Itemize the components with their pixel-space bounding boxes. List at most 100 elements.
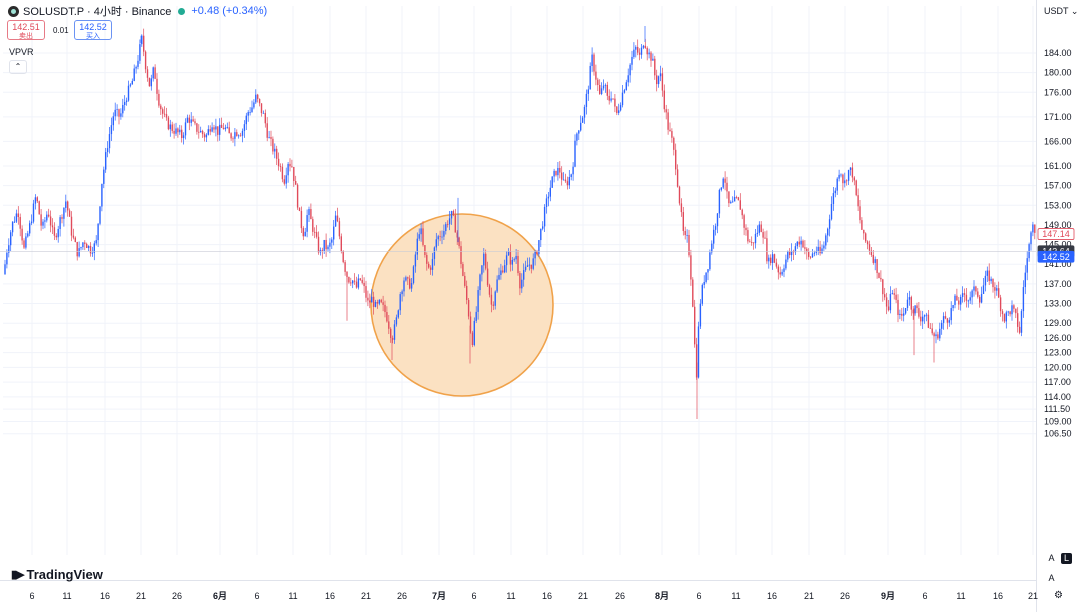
- indicator-label[interactable]: VPVR: [9, 47, 34, 57]
- candle-body: [570, 174, 572, 178]
- candle-body: [171, 124, 173, 131]
- candle-body: [648, 52, 650, 55]
- time-tick-label: 21: [804, 591, 814, 601]
- candle-body: [363, 282, 365, 287]
- candle-body: [874, 259, 876, 263]
- candle-body: [908, 297, 911, 300]
- buy-button[interactable]: 142.52 买入: [74, 20, 112, 40]
- candle-body: [338, 221, 341, 237]
- candle-body: [1009, 311, 1011, 315]
- candle-body: [914, 305, 916, 314]
- candle-body: [355, 281, 358, 288]
- candle-body: [173, 130, 175, 134]
- candle-body: [201, 130, 204, 135]
- buy-price: 142.52: [79, 22, 107, 32]
- candle-body: [55, 235, 57, 238]
- candle-body: [481, 265, 483, 275]
- candle-body: [600, 88, 603, 94]
- candle-body: [441, 236, 443, 238]
- candle-body: [10, 232, 12, 246]
- auto-scale-button-secondary[interactable]: A: [1048, 573, 1055, 583]
- gear-icon[interactable]: ⚙: [1054, 590, 1063, 601]
- candle-body: [304, 231, 306, 237]
- candle-body: [749, 241, 751, 243]
- candle-body: [59, 217, 61, 229]
- candle-body: [27, 233, 29, 237]
- candle-body: [437, 236, 439, 240]
- symbol-title[interactable]: SOLUSDT.P · 4小时 · Binance: [23, 6, 172, 18]
- time-tick-label: 8月: [655, 591, 669, 601]
- candle-body: [270, 137, 272, 139]
- candle-body: [154, 67, 156, 79]
- spread-value: 0.01: [53, 26, 69, 35]
- currency-label: USDT: [1044, 6, 1069, 16]
- candle-body: [963, 293, 966, 295]
- time-tick-label: 26: [615, 591, 625, 601]
- highlight-region: [370, 213, 554, 397]
- candle-body: [327, 246, 329, 250]
- candle-body: [399, 294, 401, 311]
- log-scale-button[interactable]: L: [1061, 553, 1072, 564]
- candle-body: [783, 268, 785, 272]
- candle-body: [760, 224, 762, 233]
- time-tick-label: 21: [1028, 591, 1038, 601]
- candle-body: [391, 337, 394, 340]
- candle-body: [861, 220, 863, 230]
- tradingview-logo[interactable]: ▮▶ TradingView: [11, 567, 103, 582]
- candle-body: [315, 232, 318, 237]
- price-tick-label: 133.00: [1044, 299, 1072, 309]
- collapse-indicators-button[interactable]: ⌃: [9, 60, 27, 74]
- candle-body: [401, 291, 403, 295]
- candle-body: [752, 242, 755, 244]
- candle-body: [602, 85, 605, 89]
- candle-body: [969, 297, 971, 301]
- candle-body: [241, 130, 244, 136]
- auto-scale-button[interactable]: A: [1048, 553, 1055, 563]
- candle-body: [656, 75, 658, 85]
- candle-body: [526, 265, 529, 267]
- candle-body: [697, 326, 700, 378]
- logo-text: TradingView: [26, 567, 103, 582]
- candle-body: [435, 239, 437, 248]
- candle-body: [230, 133, 232, 139]
- sell-button[interactable]: 142.51 卖出: [7, 20, 45, 40]
- candle-body: [1015, 308, 1017, 314]
- candle-body: [188, 117, 190, 123]
- candle-body: [388, 321, 390, 329]
- candle-body: [595, 71, 597, 80]
- candle-body: [513, 259, 515, 261]
- candle-body: [612, 98, 614, 100]
- candle-body: [131, 80, 133, 85]
- candle-body: [1013, 305, 1015, 309]
- candle-body: [918, 308, 920, 317]
- candle-body: [36, 197, 38, 202]
- currency-selector[interactable]: USDT ⌄: [1044, 6, 1078, 17]
- candle-body: [129, 84, 132, 86]
- price-tick-label: 111.50: [1044, 404, 1070, 414]
- candle-body: [95, 240, 97, 244]
- candle-body: [127, 85, 130, 101]
- candle-body: [247, 112, 249, 116]
- candle-body: [847, 169, 850, 181]
- time-tick-label: 6: [254, 591, 259, 601]
- candle-body: [988, 270, 990, 282]
- candle-body: [703, 281, 705, 285]
- candle-body: [887, 306, 890, 311]
- candle-body: [733, 197, 736, 202]
- candle-body: [34, 197, 37, 204]
- candle-body: [695, 344, 698, 378]
- candle-body: [678, 186, 681, 204]
- candle-body: [431, 258, 434, 270]
- candle-body: [464, 275, 466, 286]
- candle-body: [424, 245, 426, 255]
- candle-body: [386, 312, 388, 322]
- candle-body: [621, 92, 624, 106]
- symbol-header[interactable]: SOLUSDT.P · 4小时 · Binance +0.48 (+0.34%): [8, 3, 267, 19]
- candle-body: [880, 277, 882, 280]
- candle-body: [549, 187, 551, 197]
- candle-body: [6, 252, 8, 265]
- candle-body: [361, 279, 363, 283]
- candle-body: [494, 291, 496, 306]
- candle-body: [380, 299, 382, 303]
